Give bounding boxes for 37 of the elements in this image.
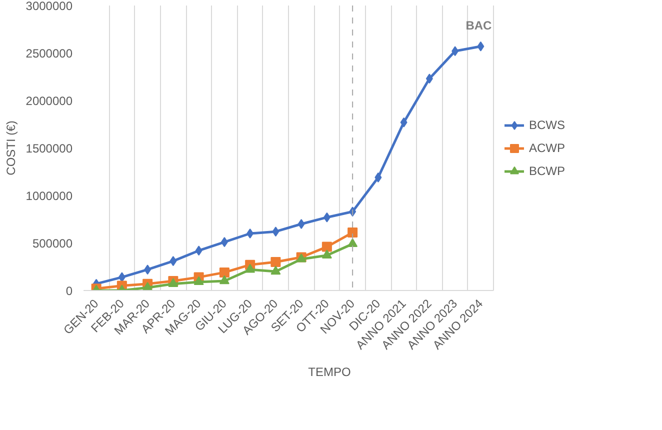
point [348,238,358,248]
y-tick-label: 2000000 [26,94,73,108]
y-tick-label: 1500000 [26,142,73,156]
point [170,256,177,266]
legend-label: BCWS [529,118,565,132]
point [298,219,305,229]
point [322,242,332,252]
point [246,228,254,238]
point [245,264,256,273]
point [477,41,484,52]
point [322,250,332,258]
y-tick-label: 500000 [32,236,73,250]
y-tick-label: 1000000 [26,189,73,203]
point [118,272,126,282]
y-tick-label: 3000000 [26,0,73,13]
legend-label: ACWP [529,140,565,154]
point [426,74,433,84]
point [272,226,280,237]
y-axis-title: COSTI (€) [4,120,18,176]
point [270,257,281,267]
point [195,246,202,256]
point [348,228,358,238]
point [270,266,281,275]
y-tick-label: 0 [66,284,73,298]
point [194,276,204,286]
point [219,275,230,284]
legend-label: BCWP [529,164,565,178]
y-tick-label: 2500000 [26,46,73,60]
point [219,267,230,278]
annotation: BAC [466,18,492,32]
point [323,212,330,222]
x-axis-title: TEMPO [308,365,351,380]
point [400,117,408,128]
point [374,172,382,182]
point [220,237,228,248]
point [144,264,152,275]
point [452,46,459,56]
